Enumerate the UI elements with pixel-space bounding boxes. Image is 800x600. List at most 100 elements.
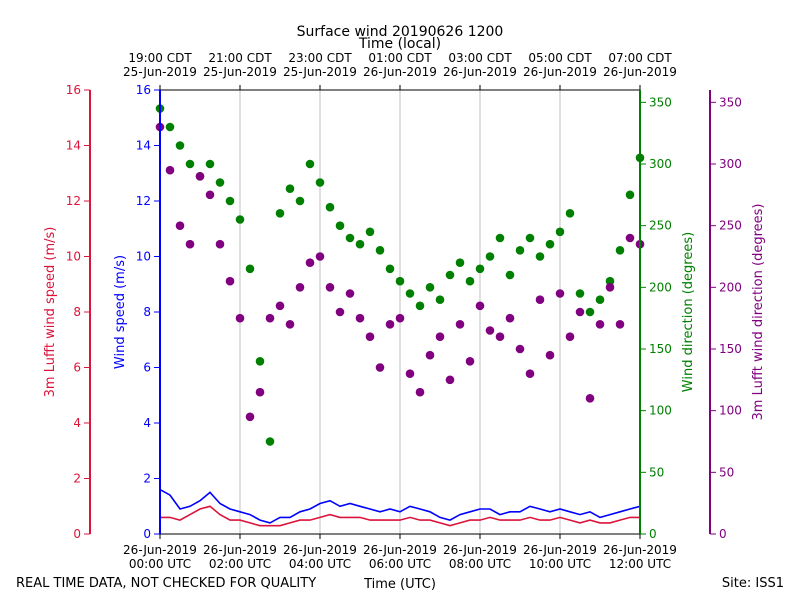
lufft-direction-point <box>595 320 605 329</box>
top-tick-label: 25-Jun-2019 <box>203 65 277 79</box>
wind-direction-point <box>595 295 605 305</box>
wind-direction-point <box>415 301 425 311</box>
wind-direction-point <box>265 437 275 446</box>
lufft-direction-point <box>335 307 345 317</box>
top-tick-label: 25-Jun-2019 <box>283 65 357 79</box>
wind-direction-point <box>235 215 245 224</box>
lufft-direction-point <box>605 283 615 292</box>
wind-direction-point <box>385 264 395 274</box>
wind-direction-point <box>475 264 485 274</box>
y-tick-label: 4 <box>73 416 81 430</box>
lufft-direction-point <box>305 258 315 268</box>
x-tick-label: 06:00 UTC <box>369 557 431 571</box>
top-tick-label: 05:00 CDT <box>528 51 592 65</box>
y-tick-label: 50 <box>719 465 734 479</box>
lufft-direction-point <box>355 313 365 323</box>
x-tick-label: 26-Jun-2019 <box>203 543 277 557</box>
wind-direction-point <box>495 233 505 243</box>
lufft-direction-point <box>485 326 495 335</box>
y-tick-label: 200 <box>719 280 742 294</box>
x-tick-label: 26-Jun-2019 <box>443 543 517 557</box>
x-tick-label: 26-Jun-2019 <box>283 543 357 557</box>
wind-direction-point <box>525 233 535 243</box>
lufft-direction-point <box>165 165 175 175</box>
top-tick-label: 26-Jun-2019 <box>363 65 437 79</box>
wind-direction-point <box>175 141 185 150</box>
y-tick-label: 14 <box>66 139 81 153</box>
y-tick-label: 6 <box>143 361 151 375</box>
lufft-direction-point <box>515 344 525 354</box>
y-tick-label: 8 <box>73 305 81 319</box>
y-tick-label: 10 <box>66 250 81 264</box>
y-tick-label: 8 <box>143 305 151 319</box>
wind-direction-point <box>405 289 415 298</box>
lufft-direction-point <box>205 190 215 200</box>
wind-direction-point <box>285 184 295 193</box>
wind-direction-point <box>435 295 445 305</box>
y-tick-label: 100 <box>719 404 742 418</box>
lufft-direction-point <box>375 363 385 372</box>
lufft-direction-point <box>265 313 275 323</box>
lufft-direction-point <box>195 172 205 181</box>
plot-area <box>155 104 645 527</box>
lufft-direction-point <box>415 387 425 397</box>
grid-layer <box>239 90 561 534</box>
lufft-speed-line <box>160 505 640 527</box>
wind-direction-point <box>555 227 565 237</box>
lufft-direction-point <box>345 289 355 298</box>
lufft-direction-point <box>215 239 225 249</box>
wind-direction-point <box>255 357 265 366</box>
x-tick-label: 02:00 UTC <box>209 557 271 571</box>
wind-direction-point <box>445 270 455 280</box>
y-tick-label: 350 <box>649 95 672 109</box>
wind-direction-point <box>425 283 435 292</box>
wind-direction-point <box>465 276 475 286</box>
wind-direction-point <box>345 233 355 243</box>
y-axis-label: Wind direction (degrees) <box>681 232 696 392</box>
lufft-direction-point <box>255 387 265 397</box>
lufft-direction-point <box>235 313 245 323</box>
wind-direction-point <box>585 307 595 317</box>
y-tick-label: 150 <box>719 342 742 356</box>
lufft-direction-point <box>465 357 475 366</box>
y-tick-label: 150 <box>649 342 672 356</box>
x-tick-label: 10:00 UTC <box>529 557 591 571</box>
x-tick-label: 26-Jun-2019 <box>363 543 437 557</box>
top-tick-label: 25-Jun-2019 <box>123 65 197 79</box>
lufft-direction-point <box>425 350 435 360</box>
wind-direction-point <box>565 209 575 218</box>
lufft-direction-point <box>295 283 305 292</box>
lufft-direction-point <box>275 301 285 311</box>
wind-direction-point <box>295 196 305 206</box>
y-tick-label: 50 <box>649 465 664 479</box>
wind-direction-point <box>225 196 235 206</box>
y-axis-label: 3m Lufft wind speed (m/s) <box>43 227 58 398</box>
y-tick-label: 100 <box>649 404 672 418</box>
wind-direction-point <box>575 289 585 298</box>
lufft-direction-point <box>475 301 485 311</box>
wind-direction-point <box>515 246 525 255</box>
top-tick-label: 23:00 CDT <box>288 51 352 65</box>
top-tick-label: 19:00 CDT <box>128 51 192 65</box>
y-axis-label: 3m Lufft wind direction (degrees) <box>751 204 766 421</box>
wind-direction-point <box>545 239 555 249</box>
top-tick-label: 26-Jun-2019 <box>443 65 517 79</box>
wind-direction-point <box>375 246 385 255</box>
lufft-direction-point <box>625 233 635 243</box>
wind-direction-point <box>185 159 195 169</box>
lufft-direction-point <box>555 289 565 298</box>
y-tick-label: 14 <box>136 139 151 153</box>
wind-direction-point <box>315 178 325 187</box>
lufft-direction-point <box>405 369 415 379</box>
lufft-direction-point <box>315 252 325 261</box>
footer-site-label: Site: ISS1 <box>722 576 784 591</box>
footer-quality-note: REAL TIME DATA, NOT CHECKED FOR QUALITY <box>16 576 316 591</box>
top-tick-label: 07:00 CDT <box>608 51 672 65</box>
top-axis-label: Time (local) <box>358 36 441 52</box>
x-tick-label: 00:00 UTC <box>129 557 191 571</box>
x-tick-label: 08:00 UTC <box>449 557 511 571</box>
y-tick-label: 0 <box>719 527 727 541</box>
top-tick-label: 21:00 CDT <box>208 51 272 65</box>
